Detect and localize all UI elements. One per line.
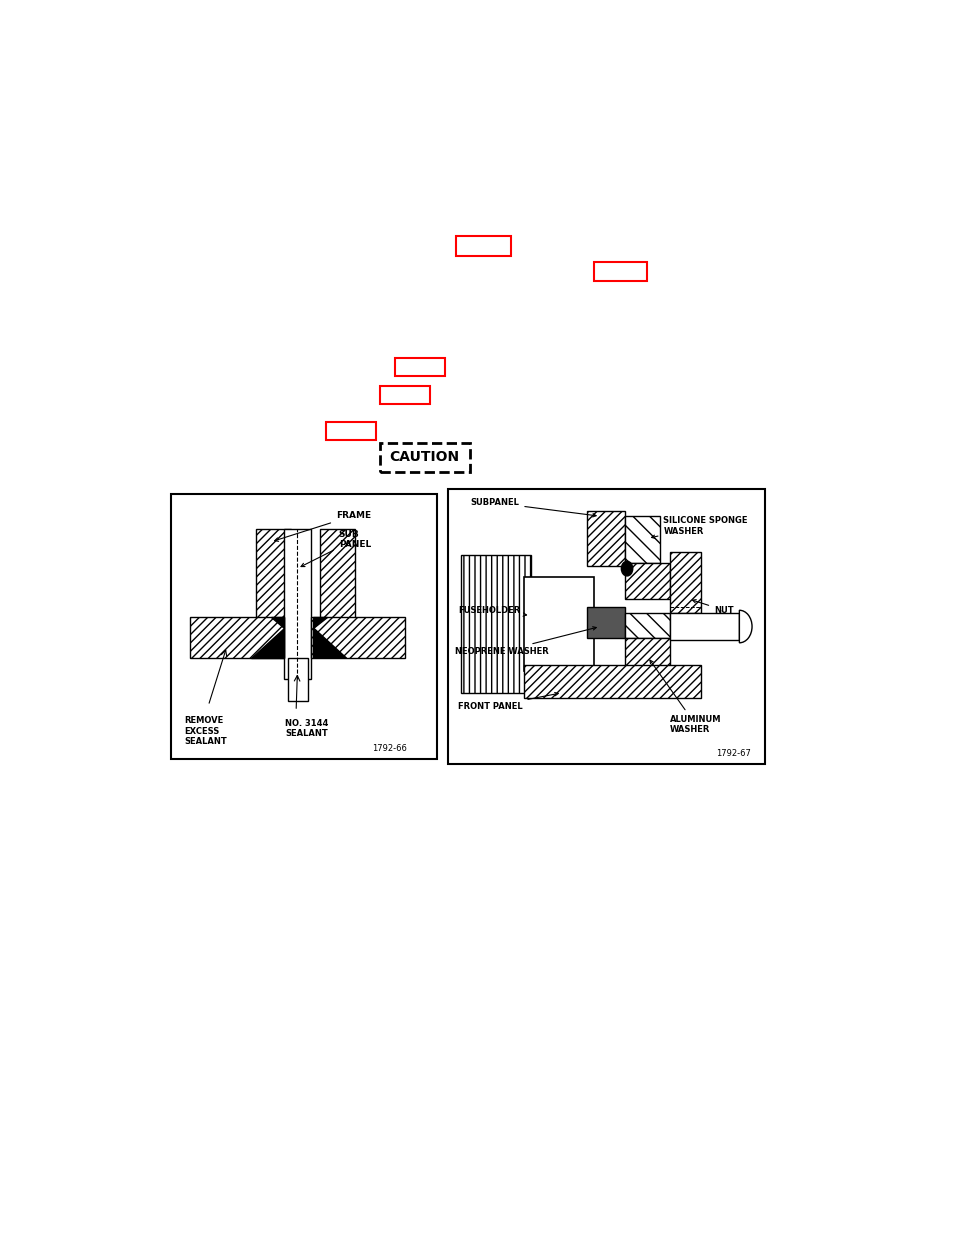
Text: FRONT PANEL: FRONT PANEL <box>457 693 558 711</box>
Bar <box>669 552 700 613</box>
Text: SILICONE SPONGE
WASHER: SILICONE SPONGE WASHER <box>651 516 747 538</box>
Bar <box>319 529 355 621</box>
Polygon shape <box>271 618 284 627</box>
Bar <box>379 387 429 404</box>
Polygon shape <box>251 627 284 658</box>
Bar <box>325 422 375 440</box>
Text: NEOPRENE WASHER: NEOPRENE WASHER <box>455 626 596 656</box>
Bar <box>379 443 469 472</box>
Text: FRAME: FRAME <box>274 511 371 541</box>
Bar <box>395 358 445 377</box>
Bar <box>460 555 530 693</box>
Text: CAUTION: CAUTION <box>389 451 459 464</box>
Bar <box>669 613 739 640</box>
Text: SUBPANEL: SUBPANEL <box>470 498 596 517</box>
Bar <box>448 489 764 764</box>
Polygon shape <box>314 627 346 658</box>
Bar <box>190 618 284 658</box>
Bar <box>587 511 625 566</box>
Bar <box>587 608 625 637</box>
Bar <box>171 494 436 758</box>
Bar <box>523 577 593 671</box>
Text: ALUMINUM
WASHER: ALUMINUM WASHER <box>649 661 720 734</box>
Bar <box>594 262 646 282</box>
Text: NO. 3144
SEALANT: NO. 3144 SEALANT <box>285 719 329 739</box>
Wedge shape <box>739 610 751 642</box>
Text: NUT: NUT <box>692 600 733 615</box>
Bar <box>311 618 405 658</box>
Text: SUB
PANEL: SUB PANEL <box>301 530 371 567</box>
Bar <box>284 529 311 679</box>
Bar <box>625 637 669 671</box>
Bar <box>288 658 308 700</box>
Bar <box>523 666 700 698</box>
Circle shape <box>620 561 632 576</box>
Bar <box>256 529 291 621</box>
Text: 1792-67: 1792-67 <box>715 750 750 758</box>
Text: 1792-66: 1792-66 <box>372 743 406 753</box>
Bar <box>625 563 669 599</box>
Bar <box>625 613 669 637</box>
Bar <box>625 516 659 563</box>
Polygon shape <box>314 618 326 627</box>
Bar <box>456 236 511 256</box>
Text: FUSEHOLDER: FUSEHOLDER <box>457 605 526 616</box>
Text: REMOVE
EXCESS
SEALANT: REMOVE EXCESS SEALANT <box>184 716 227 746</box>
